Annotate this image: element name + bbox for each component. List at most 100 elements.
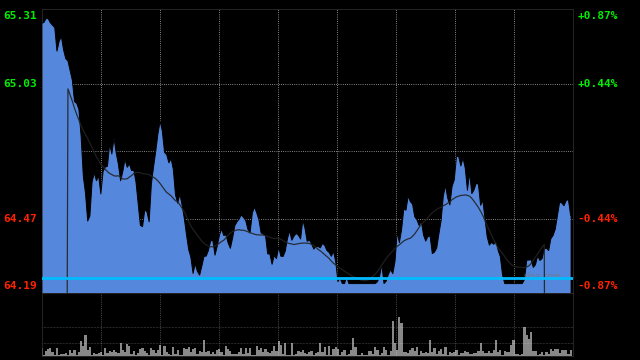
Bar — [170, 355, 172, 356]
Bar — [93, 353, 95, 356]
Bar — [174, 354, 177, 356]
Bar — [515, 354, 517, 356]
Bar — [152, 350, 155, 356]
Bar — [433, 348, 436, 356]
Bar — [214, 354, 216, 356]
Bar — [289, 355, 291, 356]
Bar — [519, 355, 521, 356]
Bar — [392, 321, 394, 356]
Bar — [444, 347, 447, 356]
Bar — [300, 352, 301, 356]
Bar — [80, 341, 82, 356]
Bar — [271, 351, 273, 356]
Bar — [172, 347, 174, 356]
Bar — [111, 352, 113, 356]
Bar — [166, 352, 168, 356]
Bar — [140, 350, 141, 356]
Bar — [541, 352, 543, 356]
Bar — [238, 352, 240, 356]
Bar — [412, 348, 413, 356]
Bar — [440, 349, 442, 356]
Bar — [495, 340, 497, 356]
Bar — [304, 353, 306, 356]
Bar — [177, 350, 179, 356]
Bar — [258, 350, 260, 356]
Bar — [135, 355, 137, 356]
Bar — [545, 352, 548, 356]
Bar — [504, 351, 506, 356]
Bar — [106, 353, 109, 356]
Bar — [117, 353, 120, 356]
Bar — [570, 350, 572, 356]
Bar — [401, 323, 403, 356]
Bar — [157, 350, 159, 356]
Bar — [416, 347, 418, 356]
Bar — [525, 335, 528, 356]
Bar — [438, 351, 440, 356]
Bar — [467, 352, 468, 356]
Text: -0.44%: -0.44% — [577, 213, 618, 224]
Bar — [188, 347, 190, 356]
Bar — [115, 352, 117, 356]
Bar — [313, 355, 315, 356]
Bar — [194, 348, 196, 356]
Bar — [163, 346, 166, 356]
Bar — [113, 350, 115, 356]
Bar — [337, 349, 339, 356]
Text: +0.44%: +0.44% — [577, 79, 618, 89]
Bar — [456, 350, 458, 356]
Bar — [543, 355, 545, 356]
Bar — [86, 350, 89, 356]
Bar — [186, 348, 188, 356]
Text: 64.19: 64.19 — [3, 281, 37, 291]
Bar — [324, 347, 326, 356]
Bar — [367, 351, 370, 356]
Bar — [286, 355, 289, 356]
Bar — [482, 351, 484, 356]
Bar — [227, 349, 229, 356]
Bar — [295, 354, 298, 356]
Bar — [409, 350, 412, 356]
Bar — [49, 348, 51, 356]
Text: 65.31: 65.31 — [3, 11, 37, 21]
Bar — [418, 355, 420, 356]
Bar — [567, 354, 570, 356]
Bar — [232, 354, 234, 356]
Bar — [278, 341, 280, 356]
Text: 65.03: 65.03 — [3, 79, 37, 89]
Bar — [223, 355, 225, 356]
Bar — [464, 351, 467, 356]
Bar — [559, 353, 561, 356]
Bar — [429, 340, 431, 356]
Bar — [363, 355, 365, 356]
Bar — [308, 352, 310, 356]
Bar — [453, 351, 456, 356]
Text: -0.87%: -0.87% — [577, 281, 618, 291]
Bar — [82, 346, 84, 356]
Bar — [216, 350, 218, 356]
Bar — [436, 354, 438, 356]
Bar — [328, 346, 330, 356]
Bar — [207, 351, 209, 356]
Bar — [335, 347, 337, 356]
Bar — [403, 352, 405, 356]
Bar — [84, 335, 86, 356]
Bar — [326, 355, 328, 356]
Bar — [387, 355, 390, 356]
Bar — [381, 353, 383, 356]
Bar — [63, 355, 65, 356]
Bar — [100, 352, 102, 356]
Bar — [405, 352, 407, 356]
Bar — [510, 345, 513, 356]
Bar — [124, 352, 126, 356]
Bar — [95, 354, 97, 356]
Text: +0.87%: +0.87% — [577, 11, 618, 21]
Bar — [58, 355, 60, 356]
Bar — [550, 349, 552, 356]
Bar — [548, 355, 550, 356]
Bar — [383, 347, 385, 356]
Bar — [517, 354, 519, 356]
Bar — [291, 343, 293, 356]
Bar — [67, 355, 69, 356]
Bar — [374, 347, 376, 356]
